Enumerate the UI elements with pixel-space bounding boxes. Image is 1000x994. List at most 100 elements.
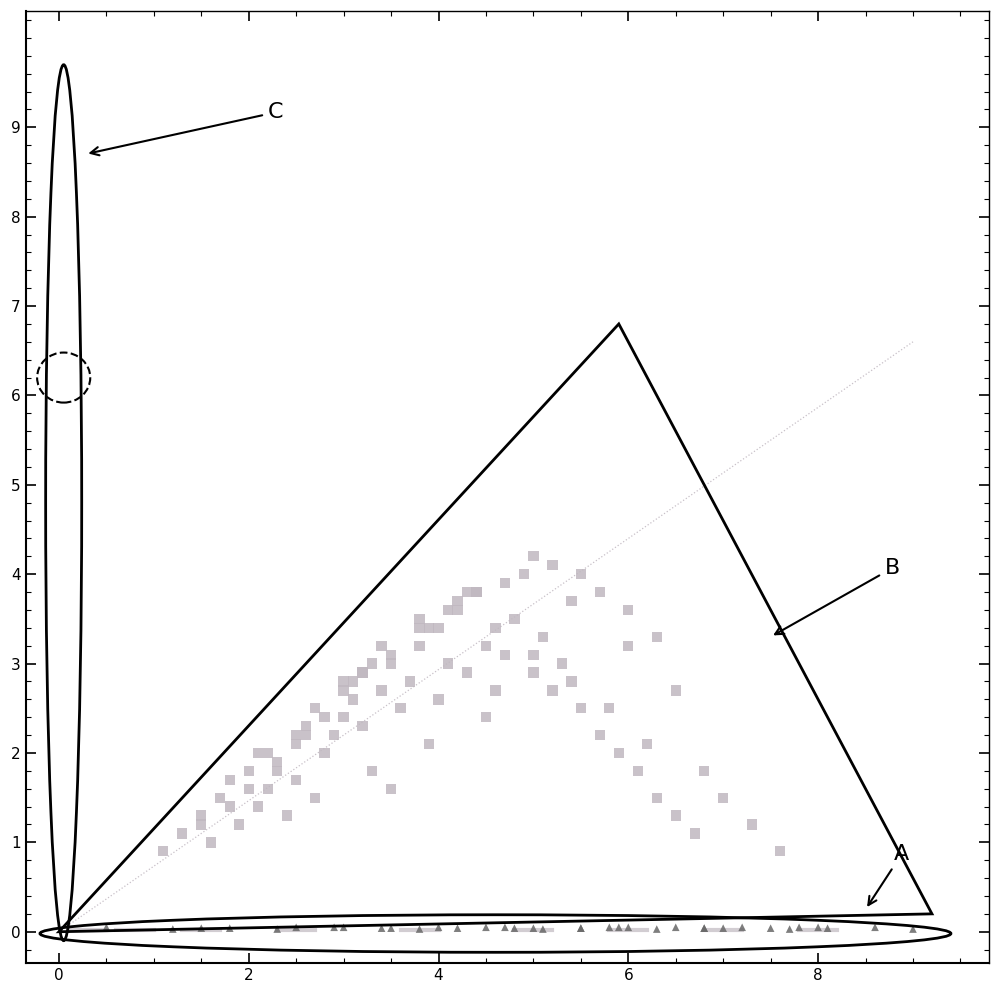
Point [506, 611, 522, 627]
Point [905, 921, 921, 937]
Point [497, 576, 513, 591]
Point [487, 683, 503, 699]
Point [649, 921, 665, 937]
Point [326, 728, 342, 744]
Point [355, 719, 371, 735]
Point [288, 737, 304, 752]
Point [544, 683, 560, 699]
Text: A: A [868, 844, 909, 906]
Text: B: B [775, 559, 900, 634]
Point [203, 834, 219, 850]
Point [174, 825, 190, 841]
Point [383, 780, 399, 796]
Point [601, 919, 617, 935]
Point [668, 683, 684, 699]
Point [554, 656, 570, 672]
Point [497, 919, 513, 935]
Point [412, 638, 428, 654]
Point [772, 843, 788, 859]
Point [563, 674, 579, 690]
Point [440, 656, 456, 672]
Point [345, 674, 361, 690]
Point [478, 638, 494, 654]
Point [336, 919, 352, 935]
Point [193, 807, 209, 823]
Point [668, 919, 684, 935]
Point [383, 647, 399, 663]
Point [374, 683, 390, 699]
Point [867, 919, 883, 935]
Point [487, 620, 503, 636]
Point [317, 710, 333, 726]
Point [620, 602, 636, 618]
Point [630, 763, 646, 779]
Point [345, 692, 361, 708]
Point [288, 772, 304, 788]
Point [241, 763, 257, 779]
Point [696, 920, 712, 936]
Point [668, 807, 684, 823]
Point [431, 919, 447, 935]
Point [212, 789, 228, 805]
Point [402, 674, 418, 690]
Point [516, 567, 532, 582]
Point [421, 737, 437, 752]
Point [820, 920, 836, 936]
Point [525, 549, 541, 565]
Point [269, 763, 285, 779]
Point [649, 629, 665, 645]
Point [336, 683, 352, 699]
Point [317, 746, 333, 761]
Point [193, 816, 209, 832]
Point [810, 919, 826, 935]
Point [696, 763, 712, 779]
Point [468, 584, 484, 600]
Point [525, 665, 541, 681]
Point [98, 919, 114, 935]
Point [525, 647, 541, 663]
Point [573, 920, 589, 936]
Text: C: C [90, 102, 283, 155]
Point [620, 638, 636, 654]
Point [260, 746, 276, 761]
Point [431, 692, 447, 708]
Point [696, 920, 712, 936]
Point [535, 629, 551, 645]
Point [383, 656, 399, 672]
Point [298, 719, 314, 735]
Point [288, 728, 304, 744]
Point [326, 919, 342, 935]
Point [763, 920, 779, 936]
Point [307, 789, 323, 805]
Point [165, 921, 181, 937]
Point [222, 920, 238, 936]
Point [449, 593, 465, 609]
Point [497, 647, 513, 663]
Point [412, 611, 428, 627]
Point [791, 919, 807, 935]
Point [535, 921, 551, 937]
Point [383, 920, 399, 936]
Point [573, 701, 589, 717]
Point [336, 674, 352, 690]
Point [592, 584, 608, 600]
Point [250, 746, 266, 761]
Point [601, 701, 617, 717]
Point [468, 584, 484, 600]
Point [241, 780, 257, 796]
Point [307, 701, 323, 717]
Point [611, 746, 627, 761]
Point [374, 638, 390, 654]
Point [431, 620, 447, 636]
Point [155, 843, 171, 859]
Point [412, 921, 428, 937]
Point [687, 825, 703, 841]
Point [715, 920, 731, 936]
Point [563, 593, 579, 609]
Point [250, 798, 266, 814]
Point [231, 816, 247, 832]
Point [393, 701, 409, 717]
Point [715, 789, 731, 805]
Point [459, 584, 475, 600]
Point [193, 920, 209, 936]
